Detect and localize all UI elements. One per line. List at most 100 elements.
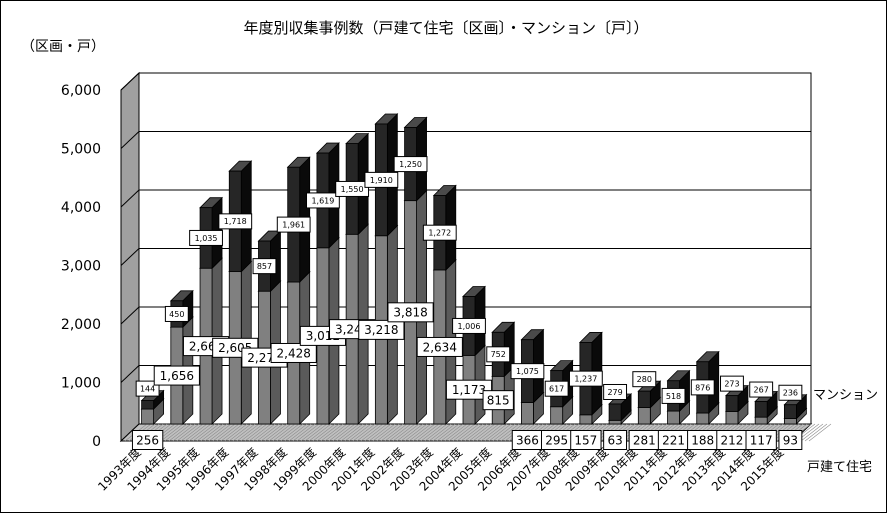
floor-hatch [288,423,312,442]
mansion-bar-front [608,403,622,421]
mansion-value-label: 1,006 [452,317,486,334]
floor-hatch [472,423,496,442]
mansion-value-label-text: 752 [491,350,506,359]
mansion-value-label-text: 1,910 [370,176,393,185]
floor-hatch [228,423,252,442]
floor-hatch [416,423,440,442]
y-tick-label: 2,000 [61,317,101,333]
mansion-value-label-box [603,383,628,400]
floor-hatch [232,423,256,442]
house-value-label: 63 [603,430,628,450]
floor-hatch [332,423,356,442]
mansion-value-label: 280 [632,371,657,388]
mansion-value-label-box [720,375,744,392]
mansion-value-label-text: 144 [140,384,155,393]
y-axis-label: （区画・戸） [21,39,105,55]
mansion-bar-front [754,401,768,418]
mansion-value-label-box [749,381,774,398]
floor-hatch [320,423,344,442]
floor-hatch [160,423,184,442]
floor-hatch [468,423,492,442]
house-value-label-text: 221 [662,433,685,447]
mansion-value-label-text: 1,550 [341,185,364,194]
house-value-label-text: 3,818 [393,306,427,320]
floor-hatch [496,423,520,442]
house-value-label-text: 157 [574,433,597,447]
house-value-label-text: 366 [516,433,539,447]
mansion-value-label-text: 1,718 [224,217,247,226]
floor-hatch [356,423,380,442]
house-value-label: 295 [540,430,573,450]
mansion-value-label: 144 [135,380,160,397]
floor-hatch [476,423,500,442]
mansion-value-label-box [661,387,686,404]
house-value-label: 221 [657,430,690,450]
house-bar-front [521,402,534,425]
mansion-value-label: 1,910 [364,171,399,188]
floor-hatch [464,423,488,442]
floor-hatch [220,423,244,442]
floor-hatch [436,423,460,442]
floor-hatch [396,423,420,442]
floor-hatch [292,423,316,442]
mansion-value-label-text: 1,237 [574,375,597,384]
floor-hatch [308,423,332,442]
floor-hatch [304,423,328,442]
floor-hatch [368,423,392,442]
floor-hatch [448,423,472,442]
floor-hatch [376,423,400,442]
house-value-label: 188 [687,430,719,450]
floor-hatch [316,423,340,442]
mansion-value-label-box [690,379,715,396]
house-bar-front [579,414,593,425]
mansion-value-label: 273 [720,375,744,392]
floor-hatch [484,423,508,442]
house-value-label-box [358,319,405,340]
house-value-label-text: 256 [136,433,159,447]
mansion-value-label: 1,550 [335,180,370,197]
house-value-label-box [416,336,463,357]
floor-hatch [400,423,424,442]
mansion-value-label-text: 1,272 [428,229,451,238]
house-bar-front [550,406,564,425]
mansion-value-label-text: 267 [754,385,769,394]
house-bar-front [141,408,155,425]
house-value-label-box [778,430,803,450]
mansion-value-label: 1,250 [393,156,428,173]
house-value-label-text: 1,173 [452,383,486,397]
floor-hatch [808,423,832,442]
floor-hatch [384,423,408,442]
mansion-value-label-box [452,317,486,334]
house-value-label: 815 [482,390,514,411]
house-value-label-box [482,390,514,411]
mansion-value-label: 236 [778,384,803,401]
mansion-value-label-text: 617 [549,385,564,394]
gridline-depth [120,189,140,208]
mansion-bar-front [783,404,797,419]
floor-hatch [348,423,372,442]
floor-hatch [336,423,360,442]
floor-hatch [392,423,416,442]
floor-hatch [480,423,504,442]
mansion-bar-front [141,400,155,410]
floor-hatch [340,423,364,442]
floor-hatch [188,423,212,442]
mansion-value-label: 1,237 [568,370,603,387]
mansion-value-label-text: 273 [724,380,739,389]
house-value-label: 3,818 [387,302,434,323]
floor-hatch [372,423,396,442]
house-value-label: 93 [778,430,803,450]
mansion-value-label-box [364,171,399,188]
house-value-label: 117 [745,430,777,450]
floor-hatch [492,423,516,442]
house-value-label-text: 188 [691,433,714,447]
mansion-value-label: 1,075 [510,363,545,380]
gridline-depth [120,131,140,149]
mansion-value-label-box [632,371,657,388]
mansion-value-label-text: 1,961 [282,220,305,229]
house-bar-front [667,410,680,425]
floor-hatch [344,423,368,442]
mansion-value-label-box [189,229,223,246]
gridline-depth [120,72,140,91]
